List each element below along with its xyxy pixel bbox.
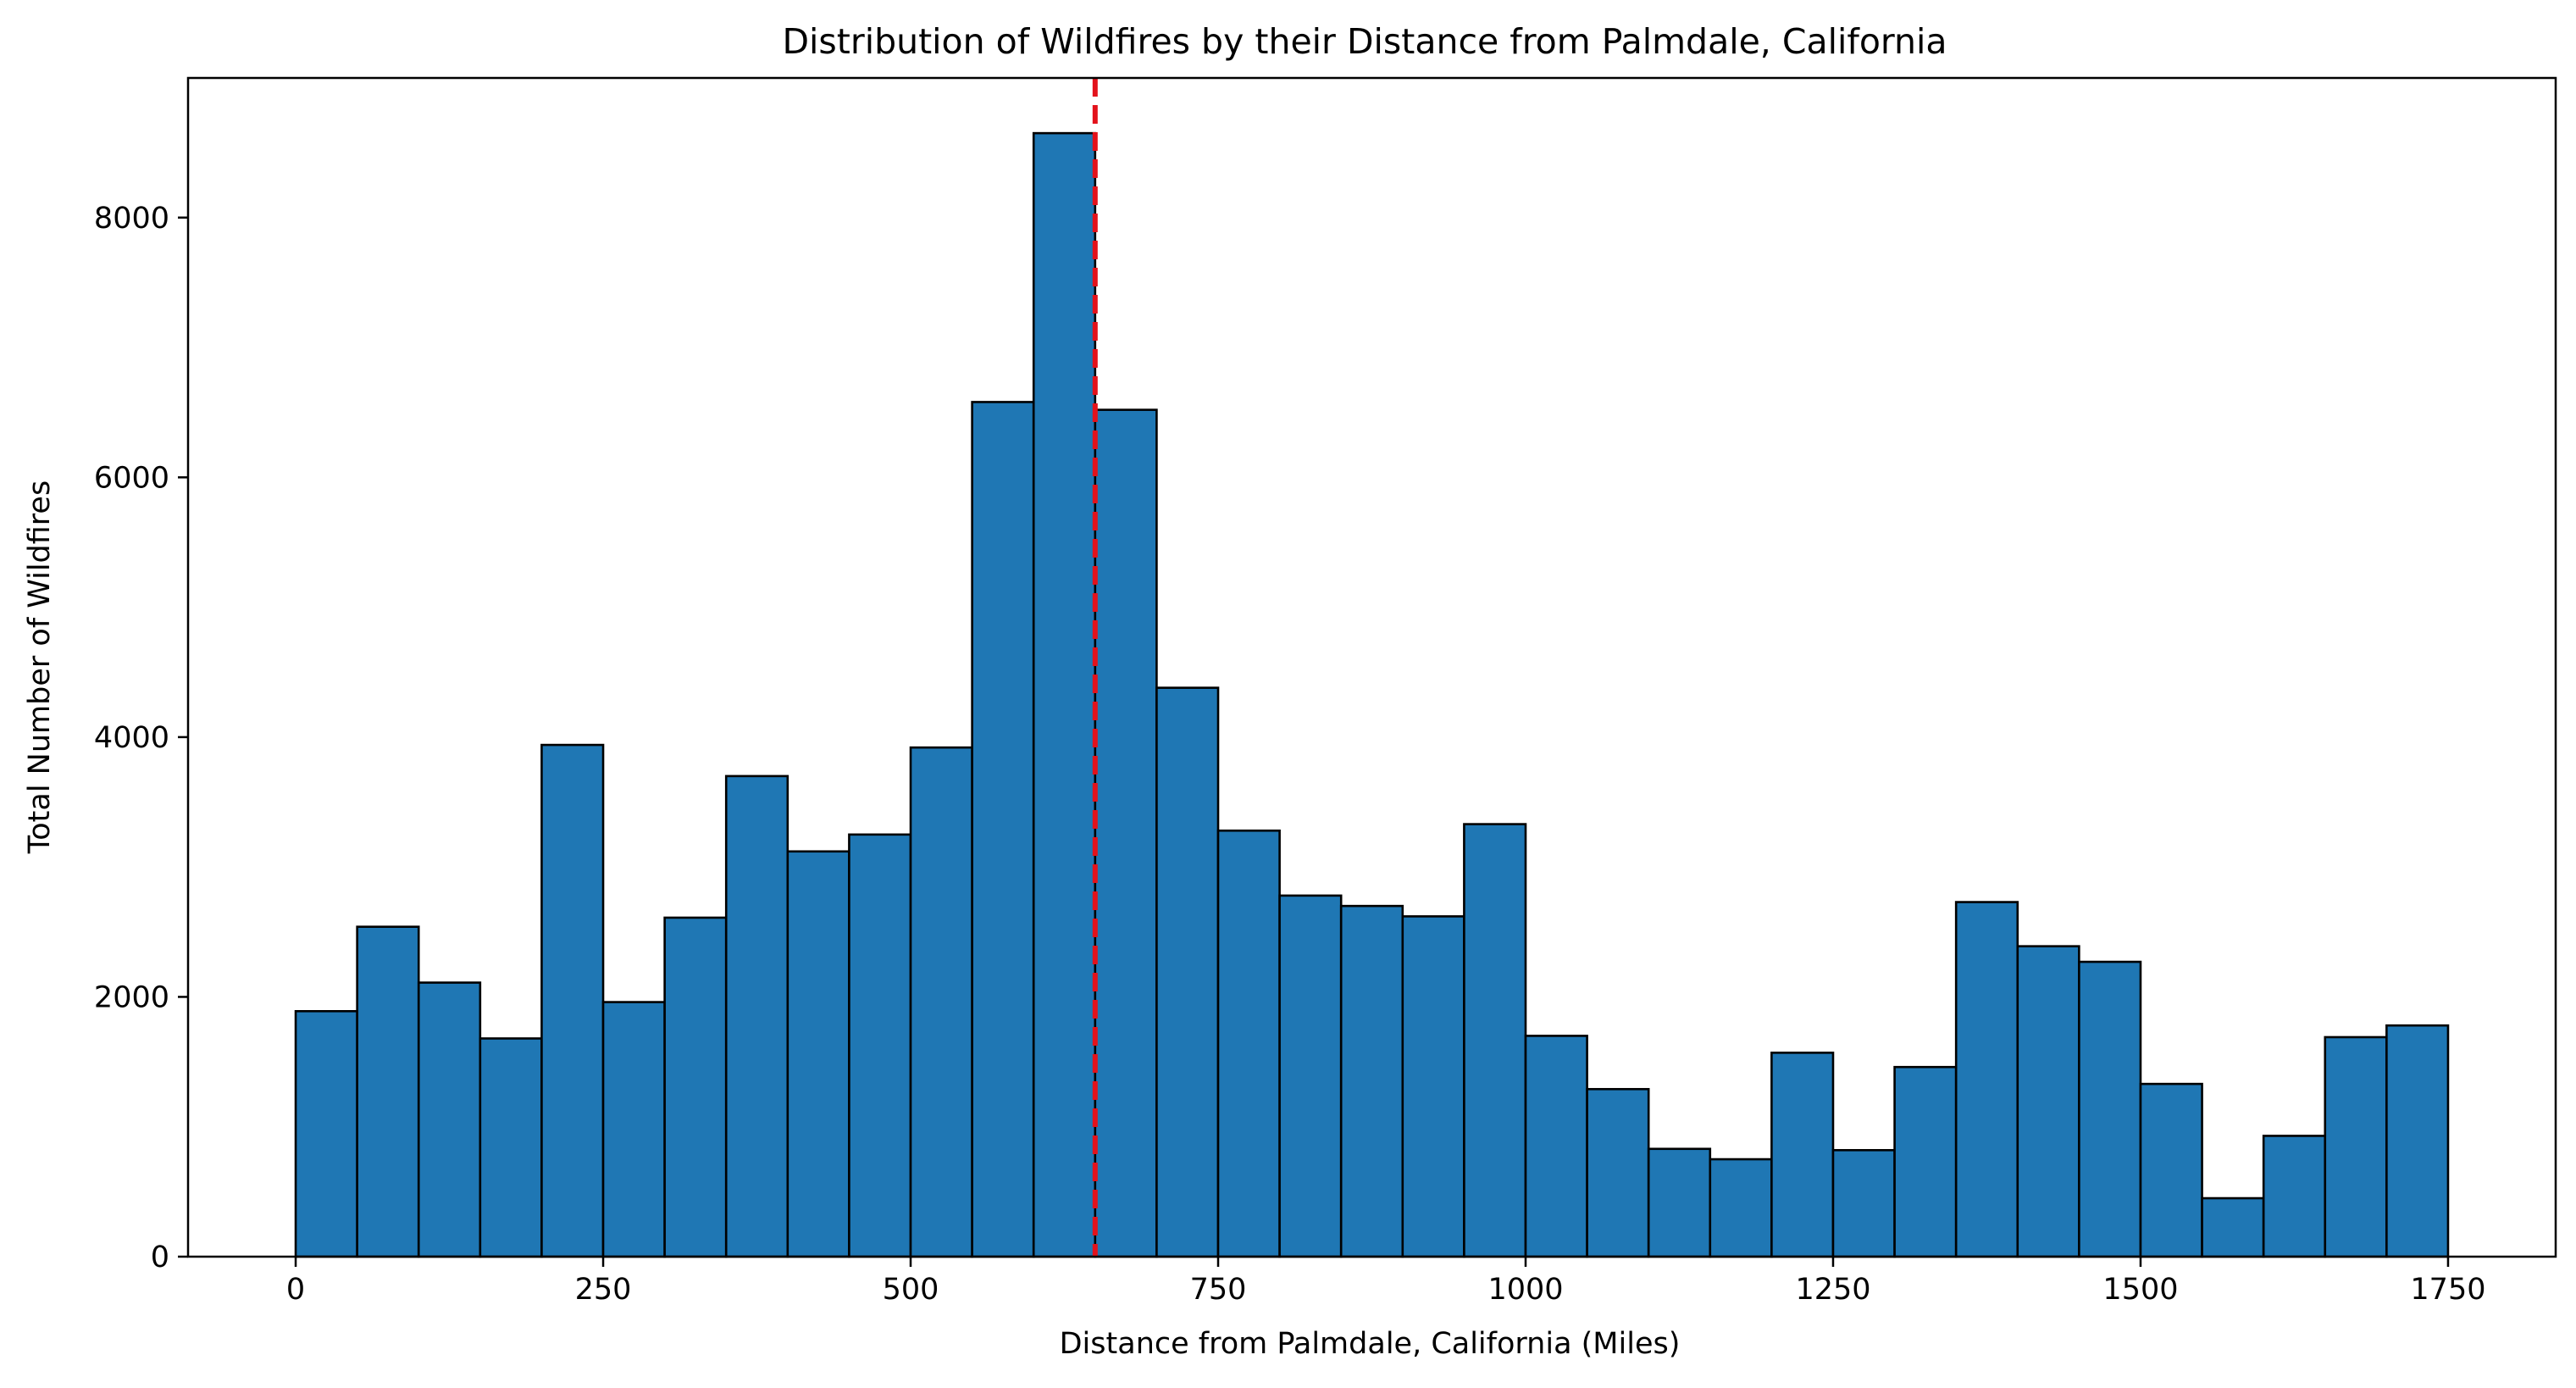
histogram-bar <box>1831 1149 1896 1258</box>
histogram-bar <box>294 1010 358 1258</box>
bars-layer <box>294 131 2450 1258</box>
histogram-bar <box>2262 1135 2327 1258</box>
histogram-bar <box>786 850 850 1258</box>
histogram-bar <box>909 746 973 1258</box>
y-axis-label: Total Number of Wildfires <box>23 480 57 854</box>
x-tick-label: 1500 <box>2102 1273 2178 1307</box>
histogram-bar <box>971 401 1035 1258</box>
histogram-bar <box>2139 1082 2203 1258</box>
x-tick-label: 250 <box>575 1273 632 1307</box>
histogram-bar <box>1586 1087 1650 1258</box>
histogram-bar <box>1401 915 1465 1258</box>
x-tick-label: 0 <box>286 1273 305 1307</box>
x-axis-ticks: 0 250 500 750 1000 1250 1500 1750 <box>286 1257 2485 1307</box>
histogram-bar <box>1524 1035 1588 1258</box>
histogram-bar <box>1155 686 1220 1258</box>
histogram-bar <box>848 833 912 1258</box>
y-tick-label: 4000 <box>94 721 169 755</box>
x-tick-label: 1750 <box>2410 1273 2485 1307</box>
y-tick-label: 2000 <box>94 980 169 1014</box>
histogram-bar <box>663 916 728 1258</box>
histogram-bar <box>601 1001 666 1258</box>
x-tick-label: 750 <box>1190 1273 1247 1307</box>
y-tick-label: 6000 <box>94 461 169 495</box>
histogram-bar <box>2324 1035 2388 1258</box>
histogram-bar <box>1094 408 1158 1258</box>
histogram-bar <box>540 743 605 1258</box>
x-tick-label: 1000 <box>1487 1273 1563 1307</box>
histogram-bar <box>2385 1024 2450 1258</box>
x-tick-label: 1250 <box>1795 1273 1870 1307</box>
histogram-bar <box>2201 1196 2265 1258</box>
histogram-bar <box>479 1037 543 1258</box>
y-axis-ticks: 0 2000 4000 6000 8000 <box>94 202 188 1274</box>
histogram-bar <box>417 981 482 1258</box>
histogram-bar <box>1647 1147 1712 1258</box>
plot-frame <box>186 76 2557 1258</box>
histogram-bar <box>1893 1065 1958 1258</box>
histogram-bar <box>1709 1158 1773 1258</box>
histogram-bar <box>724 775 789 1258</box>
y-tick-label: 0 <box>151 1241 169 1274</box>
histogram-bar <box>1954 901 2019 1258</box>
x-axis-label: Distance from Palmdale, California (Mile… <box>1060 1327 1681 1361</box>
histogram-bar <box>2078 960 2142 1258</box>
y-tick-label: 8000 <box>94 202 169 236</box>
x-tick-label: 500 <box>883 1273 939 1307</box>
histogram-bar <box>1463 823 1527 1258</box>
histogram-bar <box>1032 131 1097 1258</box>
histogram-bar <box>1278 894 1343 1258</box>
histogram-bar <box>1339 904 1404 1258</box>
histogram-bar <box>1770 1052 1835 1258</box>
histogram-bar <box>356 925 420 1258</box>
chart-title: Distribution of Wildfires by their Dista… <box>782 21 1947 62</box>
histogram-bar <box>1216 829 1281 1258</box>
histogram-bar <box>2016 945 2080 1258</box>
